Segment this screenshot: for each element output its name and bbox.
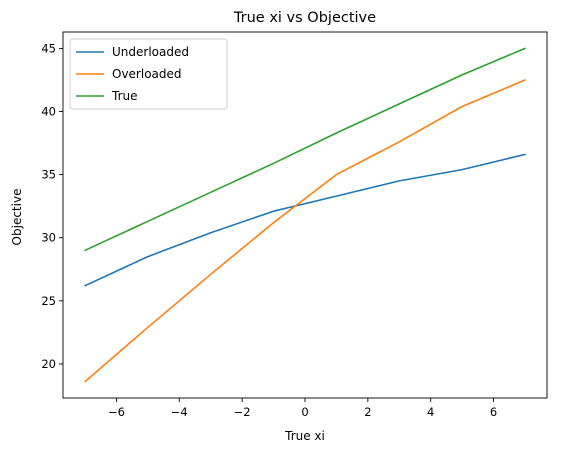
series-line-overloaded (84, 79, 526, 383)
x-tick-label: 2 (364, 405, 371, 419)
x-tick-label: 4 (427, 405, 434, 419)
x-axis-label: True xi (284, 429, 325, 443)
series-line-true (84, 47, 526, 252)
x-tick-label: −6 (108, 405, 125, 419)
x-tick-label: 6 (490, 405, 497, 419)
y-tick-label: 35 (41, 168, 56, 182)
series-line-underloaded (84, 153, 526, 287)
chart-title: True xi vs Objective (233, 10, 376, 26)
y-tick-label: 45 (41, 41, 56, 55)
y-tick-label: 25 (41, 294, 56, 308)
y-tick-label: 30 (41, 231, 56, 245)
plot-area: −6 −4 −2 0 2 4 6 20 25 30 35 40 45 Underloaded Overloa… (41, 31, 548, 419)
x-tick-label: 0 (301, 405, 308, 419)
y-tick-label: 40 (41, 105, 56, 119)
legend-box (69, 38, 228, 110)
y-axis-label: Objective (10, 189, 24, 246)
y-tick-label: 20 (41, 357, 56, 371)
legend-label-overloaded: Overloaded (112, 67, 182, 81)
legend-label-true: True (111, 89, 138, 103)
legend-label-underloaded: Underloaded (112, 45, 189, 59)
x-tick-label: −2 (234, 405, 251, 419)
x-tick-label: −4 (171, 405, 188, 419)
